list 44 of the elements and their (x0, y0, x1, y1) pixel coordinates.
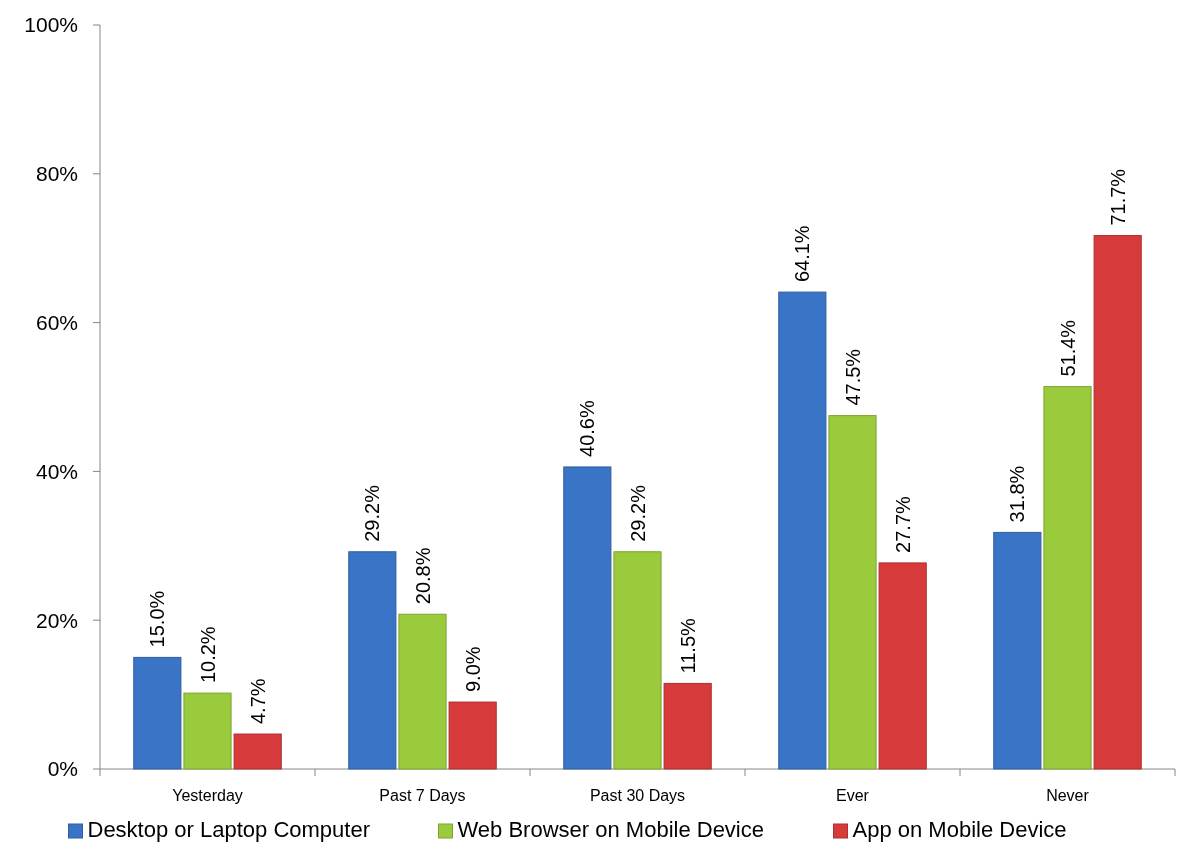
bar (1093, 235, 1142, 770)
x-tick-label: Past 7 Days (379, 787, 466, 804)
data-label: 47.5% (841, 348, 864, 406)
y-tick-label: 60% (35, 310, 78, 334)
data-label: 64.1% (791, 225, 814, 283)
data-label: 29.2% (361, 484, 384, 542)
legend-label: Desktop or Laptop Computer (87, 817, 370, 842)
bar (133, 656, 182, 770)
data-label: 29.2% (626, 484, 649, 542)
x-tick-label: Yesterday (172, 787, 243, 804)
data-label: 31.8% (1006, 465, 1029, 523)
bar (613, 551, 662, 770)
bar (778, 291, 827, 770)
legend-label: App on Mobile Device (852, 817, 1067, 842)
y-tick-label: 40% (35, 459, 78, 483)
data-label: 27.7% (891, 495, 914, 553)
y-tick-label: 100% (24, 13, 78, 37)
data-label: 51.4% (1056, 319, 1079, 377)
data-label: 10.2% (196, 626, 219, 684)
data-label: 15.0% (146, 590, 169, 648)
data-label: 4.7% (246, 678, 269, 725)
bar (563, 466, 612, 770)
y-tick-label: 0% (47, 757, 78, 781)
y-tick-label: 80% (35, 162, 78, 186)
x-tick-label: Never (1046, 787, 1090, 804)
bar (348, 551, 397, 770)
x-tick-label: Past 30 Days (589, 787, 686, 804)
legend-label: Web Browser on Mobile Device (457, 817, 764, 842)
data-label: 11.5% (676, 618, 699, 674)
bar (993, 531, 1042, 770)
bar (1043, 386, 1092, 770)
bar (398, 613, 447, 770)
bar (878, 562, 927, 770)
data-label: 20.8% (411, 547, 434, 605)
data-label: 9.0% (461, 646, 484, 693)
bar (233, 733, 282, 770)
data-label: 40.6% (576, 400, 599, 457)
bar (448, 701, 497, 770)
data-label: 71.7% (1106, 168, 1129, 226)
y-tick-label: 20% (35, 608, 78, 632)
bar (183, 692, 232, 770)
x-tick-label: Ever (836, 787, 870, 804)
bar (828, 415, 877, 770)
bar (663, 682, 712, 770)
